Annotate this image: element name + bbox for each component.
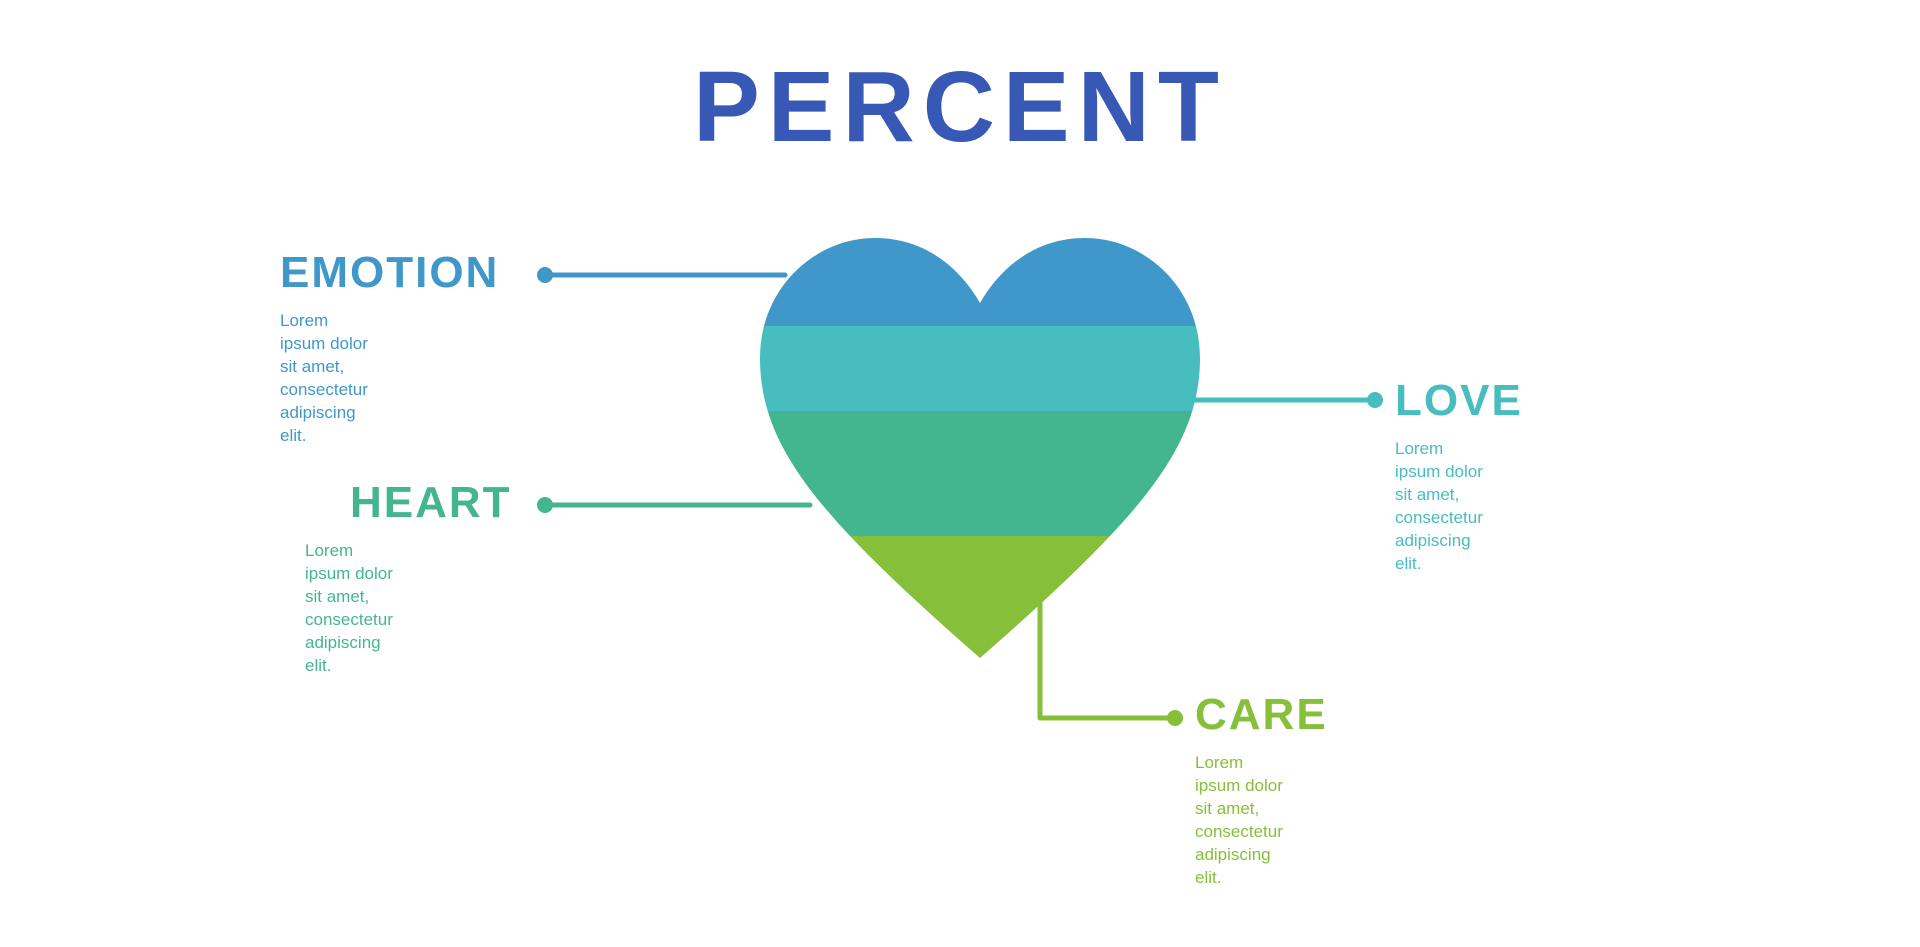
callout-emotion-label: EMOTION [280, 248, 499, 298]
callout-care-label: CARE [1195, 690, 1328, 740]
callout-love-desc: Lorem ipsum dolor sit amet, consectetur … [1395, 438, 1483, 576]
callout-heart-desc: Lorem ipsum dolor sit amet, consectetur … [305, 540, 393, 678]
page-title: PERCENT [0, 50, 1920, 165]
callout-love-label: LOVE [1395, 376, 1523, 426]
infographic-stage: PERCENT EMOTION Lorem ipsum dolor sit am… [0, 0, 1920, 947]
callout-care-desc: Lorem ipsum dolor sit amet, consectetur … [1195, 752, 1283, 890]
heart-chart [760, 238, 1200, 658]
heart-svg [760, 238, 1200, 658]
callout-emotion-desc: Lorem ipsum dolor sit amet, consectetur … [280, 310, 368, 448]
callout-heart-label: HEART [350, 478, 512, 528]
